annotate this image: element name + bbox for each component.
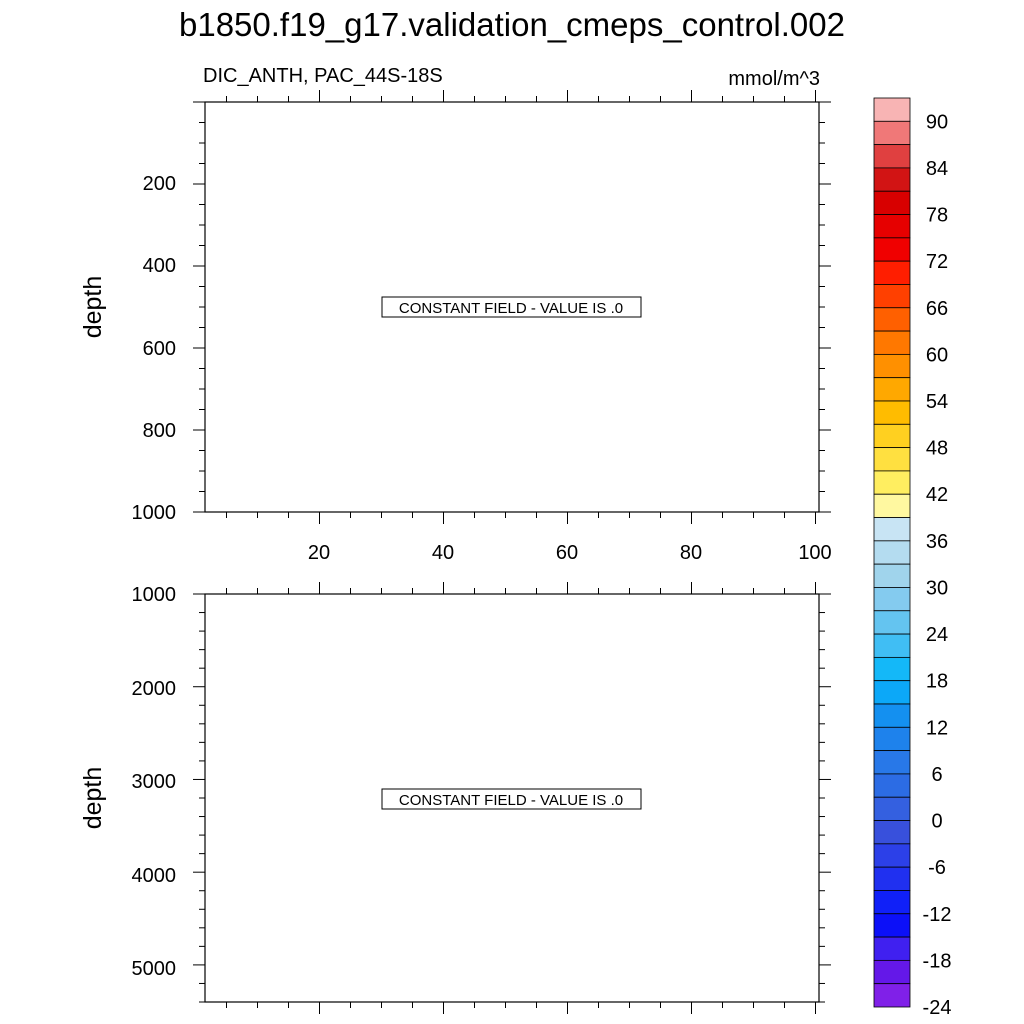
x-tick-label: 60 <box>556 542 578 564</box>
colorbar-swatch <box>873 330 911 355</box>
colorbar-label: -12 <box>923 904 952 926</box>
upper-note-box <box>381 296 642 318</box>
colorbar-label: 72 <box>926 251 948 273</box>
colorbar-swatch <box>873 120 911 146</box>
colorbar-label: 12 <box>926 717 948 739</box>
colorbar-label: 42 <box>926 484 948 506</box>
colorbar-swatch <box>873 400 911 425</box>
colorbar-label: 18 <box>926 671 948 693</box>
lower-y-tick-label: 5000 <box>132 958 177 980</box>
colorbar-swatch <box>873 97 911 122</box>
colorbar-label: 30 <box>926 578 948 600</box>
colorbar-swatch <box>873 377 911 402</box>
x-tick-label: 40 <box>432 542 454 564</box>
colorbar-swatch <box>873 913 911 938</box>
colorbar-swatch <box>873 284 911 309</box>
colorbar-swatch <box>873 750 911 775</box>
colorbar-swatch <box>873 843 911 868</box>
upper-y-tick-label: 400 <box>143 255 176 277</box>
colorbar-swatch <box>873 890 911 915</box>
lower-ticks <box>193 582 831 1014</box>
colorbar-swatch <box>873 540 911 565</box>
upper-y-axis-label: depth <box>79 276 107 339</box>
colorbar-label: 84 <box>926 158 948 180</box>
upper-left-label: DIC_ANTH, PAC_44S-18S <box>203 65 443 87</box>
colorbar-labels: 908478726660544842363024181260-6-12-18-2… <box>923 111 952 1019</box>
lower-y-axis-label: depth <box>79 767 107 830</box>
colorbar-label: 78 <box>926 205 948 227</box>
colorbar-label: 90 <box>926 111 948 133</box>
colorbar-swatch <box>873 423 911 449</box>
colorbar-label: -18 <box>923 950 952 972</box>
colorbar-swatch <box>873 773 911 798</box>
x-tick-label: 80 <box>680 542 702 564</box>
colorbar-swatch <box>873 936 911 961</box>
colorbar-swatch <box>873 726 911 752</box>
colorbar-label: 54 <box>926 391 948 413</box>
colorbar-swatch <box>873 703 911 728</box>
colorbar-swatch <box>873 633 911 658</box>
colorbar-swatch <box>873 656 911 682</box>
colorbar-swatch <box>873 167 911 192</box>
colorbar-label: 6 <box>931 764 942 786</box>
upper-y-tick-label: 1000 <box>132 502 177 524</box>
colorbar-swatch <box>873 796 911 821</box>
lower-note-text: CONSTANT FIELD - VALUE IS .0 <box>399 792 623 809</box>
units-label: mmol/m^3 <box>728 68 820 90</box>
colorbar-swatch <box>873 353 911 379</box>
colorbar-swatch <box>873 237 911 262</box>
colorbar-label: 66 <box>926 298 948 320</box>
colorbar-swatch <box>873 610 911 635</box>
colorbar-label: -24 <box>923 997 952 1019</box>
colorbar-label: 0 <box>931 811 942 833</box>
figure-title: b1850.f19_g17.validation_cmeps_control.0… <box>179 6 845 43</box>
colorbar-swatch <box>873 190 911 215</box>
colorbar-swatch <box>873 214 911 239</box>
colorbar-label: 24 <box>926 624 948 646</box>
x-tick-label: 20 <box>308 542 330 564</box>
lower-constant-field-note: CONSTANT FIELD - VALUE IS .0 <box>381 788 642 810</box>
colorbar-swatch <box>873 983 911 1008</box>
upper-note-text: CONSTANT FIELD - VALUE IS .0 <box>399 300 623 317</box>
colorbar-swatch <box>873 470 911 495</box>
colorbar-swatch <box>873 144 911 169</box>
colorbar-swatch <box>873 820 911 845</box>
colorbar-swatch <box>873 866 911 891</box>
lower-note-box <box>381 788 642 810</box>
colorbar-swatch <box>873 563 911 588</box>
lower-y-tick-label: 3000 <box>132 771 177 793</box>
colorbar-label: 60 <box>926 344 948 366</box>
colorbar-swatch <box>873 680 911 705</box>
upper-y-tick-label: 600 <box>143 338 176 360</box>
colorbar-swatch <box>873 307 911 332</box>
upper-constant-field-note: CONSTANT FIELD - VALUE IS .0 <box>381 296 642 318</box>
lower-y-tick-label: 4000 <box>132 865 177 887</box>
colorbar-swatch <box>873 493 911 518</box>
colorbar-label: 36 <box>926 531 948 553</box>
lower-y-tick-label: 2000 <box>132 678 177 700</box>
colorbar-swatch <box>873 260 911 285</box>
colorbar-swatch <box>873 517 911 542</box>
upper-ticks <box>193 90 831 524</box>
colorbar <box>873 97 911 1008</box>
upper-y-tick-label: 800 <box>143 420 176 442</box>
upper-y-tick-label: 200 <box>143 173 176 195</box>
colorbar-swatch <box>873 587 911 612</box>
colorbar-label: 48 <box>926 438 948 460</box>
colorbar-swatch <box>873 959 911 985</box>
colorbar-swatch <box>873 447 911 472</box>
lower-y-tick-label: 1000 <box>132 584 177 606</box>
colorbar-label: -6 <box>928 857 946 879</box>
x-tick-label: 100 <box>798 542 831 564</box>
